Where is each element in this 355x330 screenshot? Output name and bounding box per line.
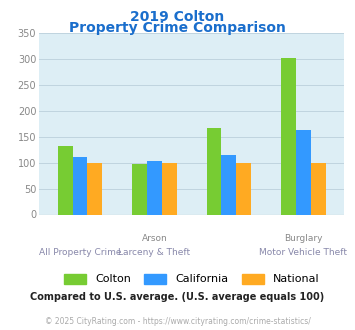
- Bar: [222, 155, 236, 214]
- Text: Compared to U.S. average. (U.S. average equals 100): Compared to U.S. average. (U.S. average …: [31, 292, 324, 302]
- Text: Larceny & Theft: Larceny & Theft: [119, 248, 191, 257]
- Bar: [87, 163, 102, 214]
- Bar: [72, 157, 87, 214]
- Bar: [132, 164, 147, 214]
- Text: Property Crime Comparison: Property Crime Comparison: [69, 21, 286, 35]
- Bar: [207, 128, 222, 214]
- Bar: [281, 58, 296, 214]
- Text: © 2025 CityRating.com - https://www.cityrating.com/crime-statistics/: © 2025 CityRating.com - https://www.city…: [45, 317, 310, 326]
- Text: Arson: Arson: [142, 234, 167, 243]
- Bar: [147, 161, 162, 214]
- Text: All Property Crime: All Property Crime: [39, 248, 121, 257]
- Text: Burglary: Burglary: [284, 234, 323, 243]
- Bar: [162, 163, 177, 214]
- Text: Motor Vehicle Theft: Motor Vehicle Theft: [260, 248, 348, 257]
- Bar: [296, 130, 311, 214]
- Legend: Colton, California, National: Colton, California, National: [59, 269, 324, 289]
- Bar: [236, 163, 251, 214]
- Bar: [311, 163, 326, 214]
- Text: 2019 Colton: 2019 Colton: [130, 10, 225, 24]
- Bar: [58, 146, 72, 214]
